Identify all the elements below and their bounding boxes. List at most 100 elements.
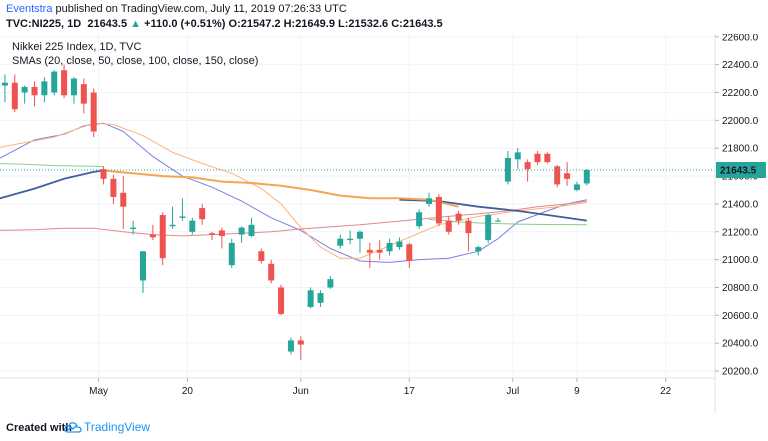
candle-body (475, 247, 482, 252)
candle-body (238, 227, 245, 235)
candle-body (159, 215, 166, 259)
candle-body (189, 220, 196, 232)
candle-body (268, 263, 275, 281)
footer: Created with TradingView (0, 414, 768, 441)
close-value: 21643.5 (402, 18, 443, 30)
last-price: 21643.5 (87, 18, 128, 30)
candle-body (228, 242, 235, 266)
chart-area[interactable]: 20200.0 20400.0 20600.0 20800.0 21000.0 21200… (0, 34, 768, 414)
candle-body (445, 220, 452, 232)
x-tick-label: 22 (660, 386, 672, 397)
candles (1, 64, 590, 360)
x-tick-label: Jul (506, 386, 519, 397)
x-tick-label: May (89, 386, 108, 397)
candle-body (51, 71, 58, 93)
candle-body (455, 213, 462, 221)
candle-body (426, 198, 432, 204)
candle-body (41, 81, 48, 96)
candle-body (544, 153, 551, 163)
candle-body (11, 82, 18, 110)
candle-body (524, 162, 531, 170)
price-axis[interactable]: 20200.0 20400.0 20600.0 20800.0 21000.0 21200… (715, 34, 759, 378)
candle-body (534, 153, 541, 163)
candle-body (258, 251, 265, 262)
sma-lines (0, 122, 587, 263)
author-link[interactable]: Eventstra (6, 3, 53, 15)
candle-body (100, 169, 107, 179)
close-label: C: (391, 18, 403, 30)
sma-line (103, 169, 459, 208)
candle-body (386, 242, 393, 252)
candle-body (347, 238, 354, 241)
last-price-tag: 21643.5 (716, 161, 766, 178)
candle-body (573, 184, 580, 190)
candle-body (514, 152, 521, 160)
candle-body (435, 196, 442, 224)
candle-body (583, 169, 590, 184)
candle-body (366, 249, 373, 253)
sma-line (0, 169, 104, 200)
ohlc-line: TVC:NI225, 1D 21643.5 ▲ +110.0 (+0.51%) … (6, 18, 443, 30)
time-axis[interactable]: May 20 Jun 17 Jul 9 22 (89, 378, 672, 397)
last-price-tag-box (716, 161, 766, 178)
publish-header: Eventstra published on TradingView.com, … (0, 0, 768, 34)
y-tick-label: 22400.0 (722, 60, 759, 71)
up-arrow-icon: ▲ (130, 18, 142, 30)
candle-body (120, 192, 127, 207)
last-price-tag-text: 21643.5 (720, 165, 757, 176)
publish-line: Eventstra published on TradingView.com, … (6, 3, 347, 15)
candle-body (406, 244, 413, 262)
candle-body (495, 220, 502, 222)
sma-line (0, 200, 587, 237)
y-tick-label: 21400.0 (722, 199, 759, 210)
y-tick-label: 20200.0 (722, 367, 759, 378)
tradingview-logo[interactable]: TradingView (64, 420, 150, 434)
y-tick-label: 20800.0 (722, 283, 759, 294)
published-text: published on TradingView.com, July 11, 2… (55, 3, 347, 15)
candle-body (485, 215, 492, 241)
y-tick-label: 21000.0 (722, 255, 759, 266)
high-label: H: (283, 18, 296, 30)
candle-body (90, 92, 97, 132)
y-tick-label: 20400.0 (722, 339, 759, 350)
candle-body (1, 82, 8, 86)
candle-body (278, 287, 285, 314)
high-value: 21649.9 (295, 18, 335, 30)
candle-body (317, 293, 324, 303)
candle-body (564, 173, 571, 179)
price-chart[interactable]: 20200.0 20400.0 20600.0 20800.0 21000.0 21200… (0, 34, 768, 414)
grid (0, 34, 715, 378)
candle-body (327, 279, 334, 288)
change-value: +110.0 (+0.51%) (144, 18, 226, 30)
open-label: O: (228, 18, 241, 30)
x-tick-label: 20 (182, 386, 194, 397)
indicator-legend[interactable]: SMAs (20, close, 50, close, 100, close, … (12, 55, 258, 67)
candle-body (21, 86, 28, 93)
candle-body (337, 238, 344, 246)
low-label: L: (338, 18, 349, 30)
candle-body (307, 290, 314, 307)
candle-body (356, 231, 363, 239)
x-tick-label: 17 (404, 386, 416, 397)
symbol-label: TVC:NI225, 1D (6, 18, 82, 30)
candle-body (179, 216, 186, 218)
candle-body (287, 340, 294, 352)
cloud-icon (64, 422, 82, 433)
candle-body (396, 241, 403, 248)
x-tick-label: Jun (293, 386, 309, 397)
y-tick-label: 22200.0 (722, 88, 759, 99)
low-value: 21532.6 (348, 18, 389, 30)
y-tick-label: 21800.0 (722, 144, 759, 155)
sma-line (0, 163, 104, 168)
sma-line (0, 122, 587, 263)
candle-body (61, 70, 68, 96)
candle-body (199, 208, 206, 220)
candle-body (80, 84, 87, 104)
candle-body (110, 178, 117, 197)
candle-body (554, 166, 561, 185)
candle-body (130, 227, 137, 229)
y-tick-label: 21200.0 (722, 227, 759, 238)
candle-body (31, 86, 38, 96)
created-with-text: Created with (6, 422, 73, 434)
candle-body (209, 233, 216, 235)
